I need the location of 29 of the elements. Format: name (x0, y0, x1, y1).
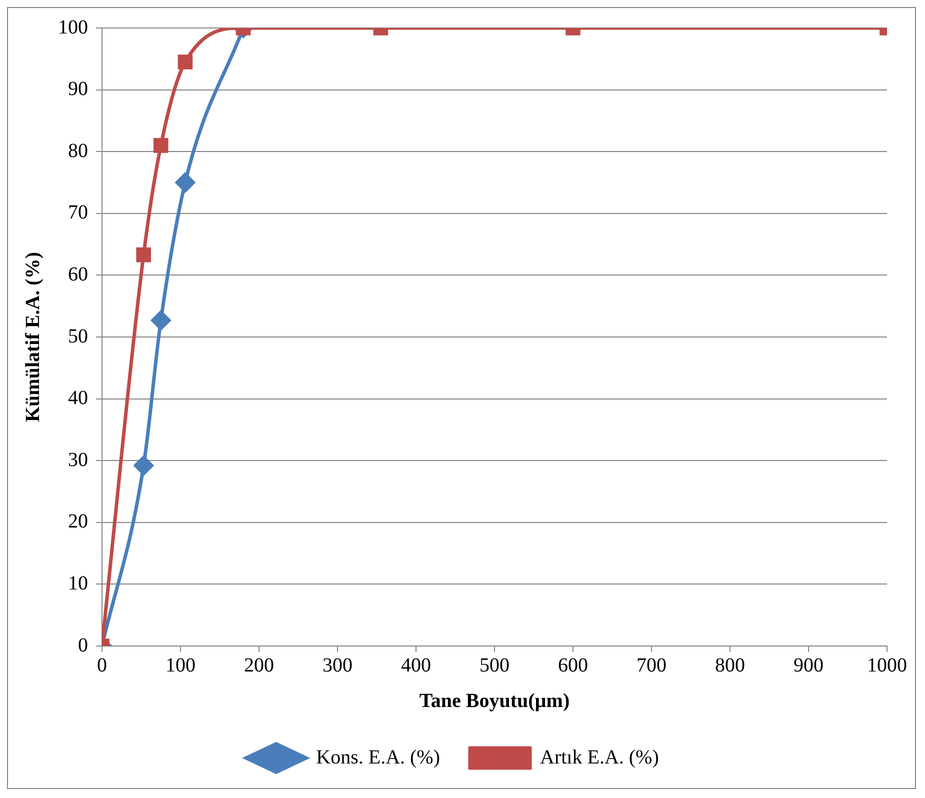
x-tick-label: 300 (322, 654, 352, 676)
x-tick-label: 600 (558, 654, 588, 676)
y-axis-title: Kümülatif E.A. (%) (22, 252, 44, 422)
x-axis-title: Tane Boyutu(µm) (419, 690, 570, 712)
chart-frame: Tane Boyutu(µm) Kümülatif E.A. (%) Kons. E.A. (%) Artık E.A. (%) 0 10 20 30 40 50 60 70 80 90 100 0 100 200 300 400 500 600 700 800 900 1000 (8, 8, 915, 788)
x-tick-label: 500 (480, 654, 510, 676)
point (136, 247, 152, 262)
y-tick-label: 60 (68, 263, 88, 286)
y-tick-label: 50 (68, 325, 88, 348)
y-tick-label: 100 (58, 16, 88, 38)
x-tick-label: 900 (794, 654, 824, 676)
x-tick-label: 100 (166, 654, 196, 676)
legend-label: Artık E.A. (%) (540, 746, 659, 768)
x-tick-label: 700 (636, 654, 666, 676)
x-tick-label: 400 (401, 654, 431, 676)
x-tick-label: 1000 (867, 654, 907, 676)
point (151, 310, 171, 330)
x-tick-label: 800 (715, 654, 745, 676)
y-tick-label: 20 (68, 510, 88, 533)
y-tick-label: 90 (68, 78, 88, 100)
y-tick-label: 80 (68, 140, 88, 162)
y-tick-label: 10 (68, 572, 88, 594)
y-tick-label: 0 (78, 634, 88, 656)
legend-label: Kons. E.A. (%) (316, 746, 440, 768)
y-tick-label: 70 (68, 202, 88, 224)
x-tick-label: 0 (97, 654, 107, 676)
y-tick-label: 40 (68, 387, 88, 410)
x-tick-label: 200 (244, 654, 274, 676)
y-tick-label: 30 (68, 448, 88, 471)
